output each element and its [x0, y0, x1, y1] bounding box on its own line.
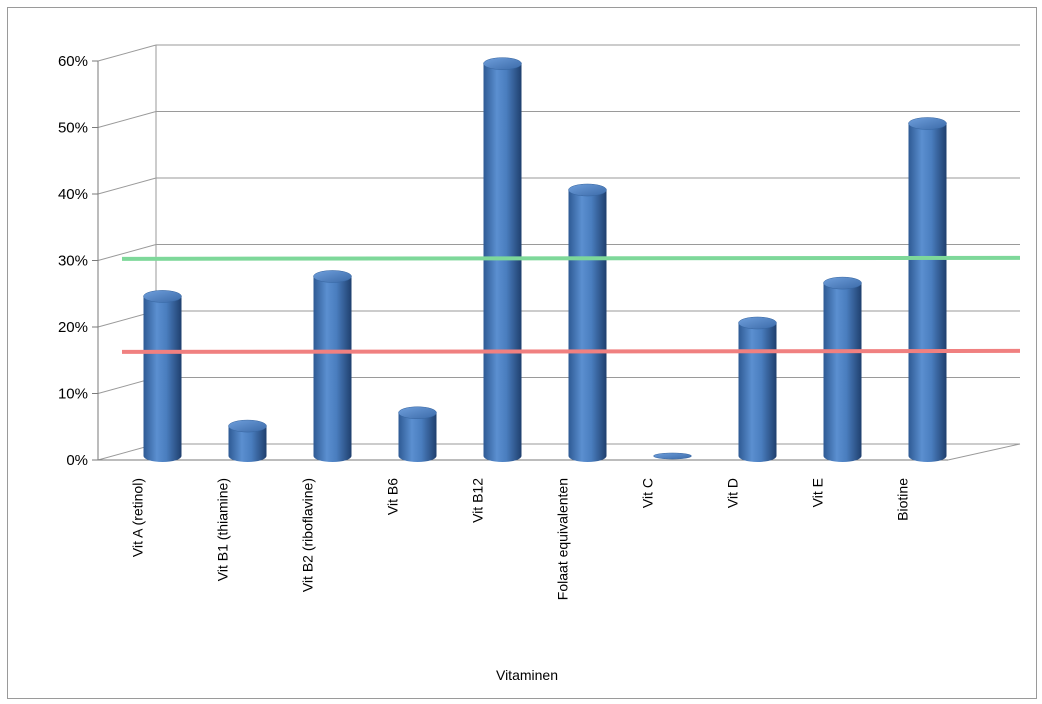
bar-top	[738, 316, 777, 330]
bar	[313, 270, 352, 463]
y-tick-label: 50%	[58, 120, 88, 137]
bar	[398, 406, 437, 463]
x-tick-label: Vit C	[640, 478, 656, 508]
bar-top	[568, 183, 607, 197]
bar	[823, 276, 862, 463]
x-tick-label: Biotine	[895, 478, 911, 521]
bar	[143, 290, 182, 463]
bar-body	[568, 190, 607, 463]
gridline-diagonal	[97, 177, 157, 195]
bar-body	[398, 412, 437, 463]
y-tick-label: 10%	[58, 386, 88, 403]
gridlines	[97, 44, 1020, 461]
bar-body	[823, 283, 862, 463]
y-tick-label: 30%	[58, 253, 88, 270]
bar-top	[228, 419, 267, 433]
x-tick-label: Vit D	[725, 478, 741, 508]
gridline-diagonal	[97, 244, 157, 261]
bar-top	[483, 57, 522, 70]
bar-top	[313, 270, 352, 283]
x-tick-label: Vit A (retinol)	[130, 478, 146, 557]
x-tick-label: Vit B2 (riboflavine)	[300, 478, 316, 592]
bar	[908, 117, 947, 463]
bar	[228, 419, 267, 463]
reference-line	[121, 348, 1021, 354]
bar-body	[313, 276, 352, 463]
y-tick-label: 60%	[58, 53, 88, 70]
bar	[653, 452, 692, 460]
bar-top	[908, 117, 947, 130]
y-tick-label: 40%	[58, 186, 88, 203]
reference-lines	[121, 255, 1021, 354]
bar-body	[738, 323, 777, 463]
bar	[738, 316, 777, 463]
gridline-diagonal	[97, 111, 157, 128]
category-labels: Vit A (retinol) Vit B1 (thiamine) Vit B2 (…	[130, 478, 911, 600]
reference-line	[121, 255, 1021, 261]
bar-top	[653, 452, 692, 460]
x-tick-label: Vit B12	[470, 478, 486, 523]
x-tick-label: Folaat equivalenten	[555, 478, 571, 600]
gridline-diagonal	[97, 44, 157, 62]
floor-edge	[947, 443, 1021, 461]
bar-top	[143, 290, 182, 303]
y-tick-label: 0%	[66, 452, 88, 469]
bar-top	[823, 276, 862, 290]
chart-frame: 0% 10% 20% 30% 40% 50% 60% Vit A (retinol) Vit …	[7, 7, 1037, 699]
bar	[483, 57, 522, 463]
x-tick-label: Vit E	[810, 478, 826, 507]
x-tick-label: Vit B1 (thiamine)	[215, 478, 231, 581]
bar-top	[398, 406, 437, 420]
x-axis-title: Vitaminen	[496, 667, 558, 683]
y-tick-label: 20%	[58, 319, 88, 336]
x-tick-label: Vit B6	[385, 478, 401, 515]
y-axis: 0% 10% 20% 30% 40% 50% 60%	[58, 53, 1021, 469]
bar	[568, 183, 607, 463]
bar-body	[143, 296, 182, 463]
bar-body	[908, 123, 947, 463]
bar-body	[483, 63, 522, 463]
bar-body	[228, 426, 267, 463]
bar-chart: 0%10%20%30%40%50%60% Vit A (retinol) Vit …	[58, 44, 1021, 683]
